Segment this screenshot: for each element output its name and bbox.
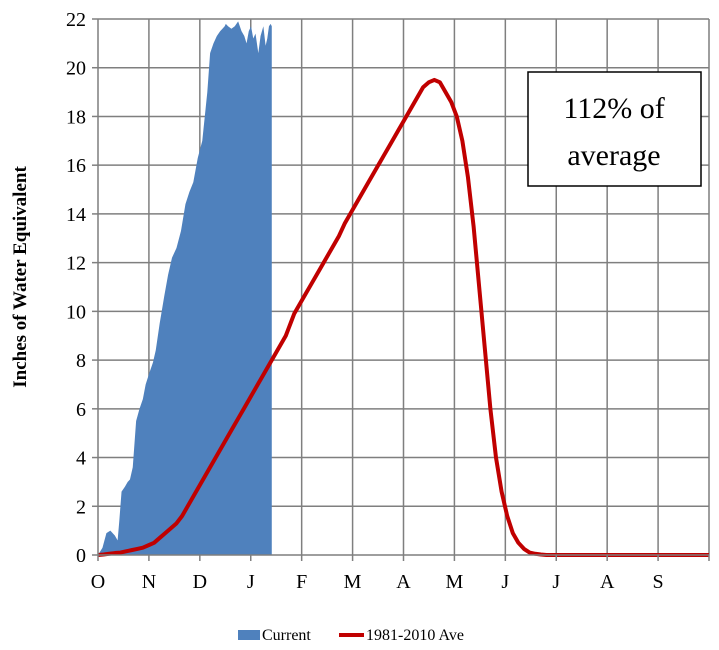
x-tick-label-6: A [396, 571, 411, 593]
legend-label-average: 1981-2010 Ave [366, 627, 464, 644]
y-tick-label-12: 12 [66, 253, 86, 275]
annotation-line-2: average [567, 139, 660, 172]
x-tick-label-5: M [344, 571, 362, 593]
y-tick-label-4: 4 [76, 448, 86, 470]
y-axis-title: Inches of Water Equivalent [10, 166, 31, 388]
y-tick-label-16: 16 [66, 155, 86, 177]
annotation-box: 112% of average [527, 71, 702, 187]
y-tick-label-8: 8 [76, 350, 86, 372]
x-tick-label-3: J [247, 571, 255, 593]
y-tick-label-20: 20 [66, 58, 86, 80]
current-area-layer [98, 21, 272, 556]
y-tick-label-14: 14 [66, 204, 86, 226]
legend: Current 1981-2010 Ave [238, 627, 464, 644]
y-tick-label-2: 2 [76, 496, 86, 518]
x-tick-label-7: M [446, 571, 464, 593]
annotation-line-1: 112% of [563, 92, 664, 125]
y-tick-label-10: 10 [66, 301, 86, 323]
legend-label-current: Current [262, 627, 311, 644]
x-tick-label-9: J [552, 571, 560, 593]
x-tick-label-4: F [296, 571, 307, 593]
x-tick-label-1: N [142, 571, 156, 593]
y-tick-label-0: 0 [76, 545, 86, 567]
x-tick-label-10: A [600, 571, 615, 593]
x-tick-label-8: J [501, 571, 509, 593]
y-tick-label-6: 6 [76, 399, 86, 421]
y-tick-label-18: 18 [66, 106, 86, 128]
y-tick-label-22: 22 [66, 9, 86, 31]
x-tick-label-11: S [653, 571, 664, 593]
series-current-area [98, 21, 272, 556]
y-tick-labels: 0 2 4 6 8 10 12 14 16 18 20 22 [66, 9, 86, 567]
x-tick-label-2: D [193, 571, 207, 593]
legend-swatch-current [238, 630, 260, 640]
annotation-border [527, 71, 702, 187]
axes [92, 18, 710, 561]
x-tick-label-0: O [91, 571, 105, 593]
